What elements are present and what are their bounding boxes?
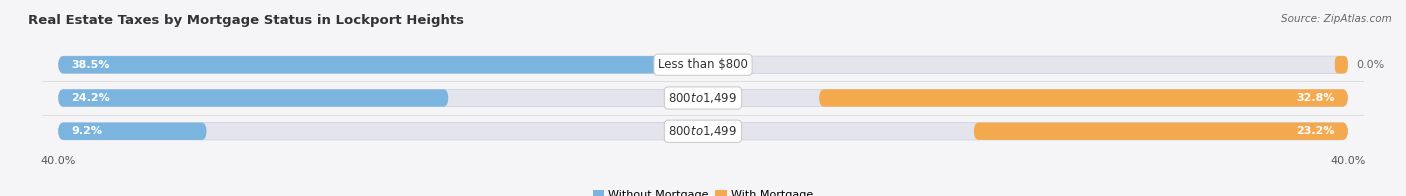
FancyBboxPatch shape	[58, 89, 449, 107]
FancyBboxPatch shape	[974, 123, 1348, 140]
Text: $800 to $1,499: $800 to $1,499	[668, 124, 738, 138]
Text: Real Estate Taxes by Mortgage Status in Lockport Heights: Real Estate Taxes by Mortgage Status in …	[28, 14, 464, 27]
Text: Less than $800: Less than $800	[658, 58, 748, 71]
Legend: Without Mortgage, With Mortgage: Without Mortgage, With Mortgage	[588, 185, 818, 196]
FancyBboxPatch shape	[58, 123, 207, 140]
FancyBboxPatch shape	[1334, 56, 1348, 73]
FancyBboxPatch shape	[58, 89, 1348, 107]
Text: 0.0%: 0.0%	[1355, 60, 1384, 70]
FancyBboxPatch shape	[58, 56, 679, 73]
Text: 38.5%: 38.5%	[72, 60, 110, 70]
Text: Source: ZipAtlas.com: Source: ZipAtlas.com	[1281, 14, 1392, 24]
FancyBboxPatch shape	[820, 89, 1348, 107]
FancyBboxPatch shape	[58, 123, 1348, 140]
Text: $800 to $1,499: $800 to $1,499	[668, 91, 738, 105]
FancyBboxPatch shape	[58, 56, 1348, 73]
Text: 32.8%: 32.8%	[1296, 93, 1334, 103]
Text: 23.2%: 23.2%	[1296, 126, 1334, 136]
Text: 24.2%: 24.2%	[72, 93, 110, 103]
Text: 9.2%: 9.2%	[72, 126, 103, 136]
